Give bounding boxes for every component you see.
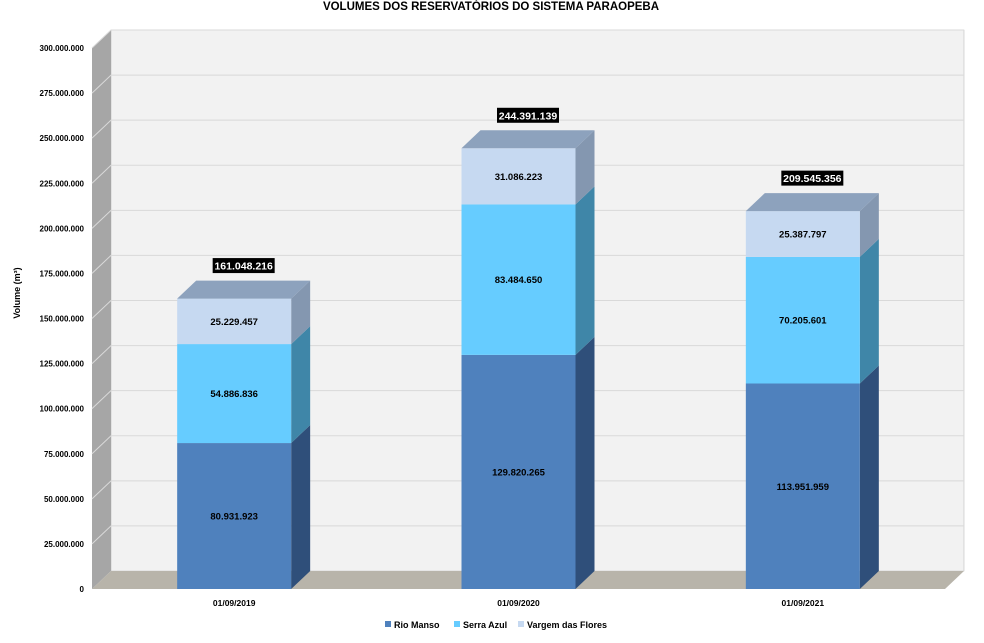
data-label: 113.951.959: [777, 482, 829, 493]
gridline: [91, 345, 964, 364]
data-label: 70.205.601: [779, 316, 827, 327]
bar-side: [575, 186, 595, 355]
bar-side: [291, 280, 311, 345]
total-label-box: [781, 170, 844, 186]
plot-area: 0 25.000.000 50.000.000 75.000.000 100.000.0…: [40, 29, 965, 608]
legend-label: Serra Azul: [463, 620, 507, 630]
y-tick-label: 25.000.000: [44, 540, 85, 549]
bar-top: [461, 130, 595, 149]
y-tick-label: 275.000.000: [40, 89, 85, 98]
legend-label: Vargem das Flores: [527, 620, 607, 630]
chart-title: VOLUMES DOS RESERVATÓRIOS DO SISTEMA PAR…: [323, 0, 659, 13]
bar-side: [859, 193, 879, 257]
total-label: 209.545.356: [783, 173, 842, 185]
data-label: 54.886.836: [210, 389, 258, 400]
bar-side: [291, 326, 311, 444]
gridline: [91, 29, 964, 49]
legend-label: Rio Manso: [394, 620, 440, 630]
y-tick-label: 0: [80, 585, 85, 594]
y-tick-label: 125.000.000: [40, 360, 85, 369]
bar-side: [575, 130, 595, 205]
total-label: 161.048.216: [214, 261, 273, 273]
data-label: 31.086.223: [495, 172, 543, 183]
y-tick-label: 250.000.000: [40, 134, 85, 143]
y-tick-label: 100.000.000: [40, 405, 85, 414]
data-label: 129.820.265: [492, 467, 546, 478]
total-label-box: [212, 258, 275, 274]
gridline: [91, 390, 964, 410]
y-tick-label: 75.000.000: [44, 450, 85, 459]
y-tick-label: 150.000.000: [40, 315, 85, 324]
x-tick-label: 01/09/2021: [782, 598, 825, 608]
legend-swatch: [454, 621, 460, 627]
x-tick-label: 01/09/2020: [497, 598, 540, 608]
bar-segment: [177, 443, 292, 589]
bar-top: [745, 193, 879, 212]
y-axis-label: Volume (m³): [12, 267, 22, 318]
gridline: [91, 435, 964, 455]
bar-side: [291, 425, 311, 589]
total-label-box: [497, 107, 559, 123]
y-tick-label: 200.000.000: [40, 224, 85, 233]
bar-segment: [745, 383, 860, 589]
x-tick-label: 01/09/2019: [213, 598, 256, 608]
gridline: [91, 209, 964, 229]
data-label: 25.229.457: [210, 317, 258, 328]
bar-segment: [461, 354, 576, 589]
bar-side: [859, 365, 879, 589]
bar-segment: [745, 211, 860, 257]
bar-segment: [745, 256, 860, 384]
gridline: [91, 74, 964, 94]
bar-top: [177, 280, 311, 299]
gridline: [91, 525, 964, 545]
bar-side: [575, 336, 595, 589]
bar-side: [859, 238, 879, 384]
y-tick-label: 175.000.000: [40, 269, 85, 278]
gridline: [91, 480, 964, 500]
gridline: [91, 254, 964, 274]
legend-swatch: [518, 621, 524, 627]
total-label: 244.391.139: [499, 110, 558, 122]
data-label: 80.931.923: [210, 512, 258, 523]
gridline: [91, 164, 964, 184]
data-label: 83.484.650: [495, 275, 543, 286]
y-tick-label: 300.000.000: [40, 44, 85, 53]
gridline: [91, 119, 964, 139]
y-tick-label: 225.000.000: [40, 179, 85, 188]
data-label: 25.387.797: [779, 230, 827, 241]
bar-segment: [461, 148, 576, 205]
bar-segment: [177, 344, 292, 444]
y-tick-label: 50.000.000: [44, 495, 85, 504]
gridline: [91, 300, 964, 319]
bar-segment: [177, 298, 292, 345]
legend-swatch: [385, 621, 391, 627]
legend: Rio Manso Serra Azul Vargem das Flores: [385, 620, 607, 630]
bar-segment: [461, 204, 576, 355]
